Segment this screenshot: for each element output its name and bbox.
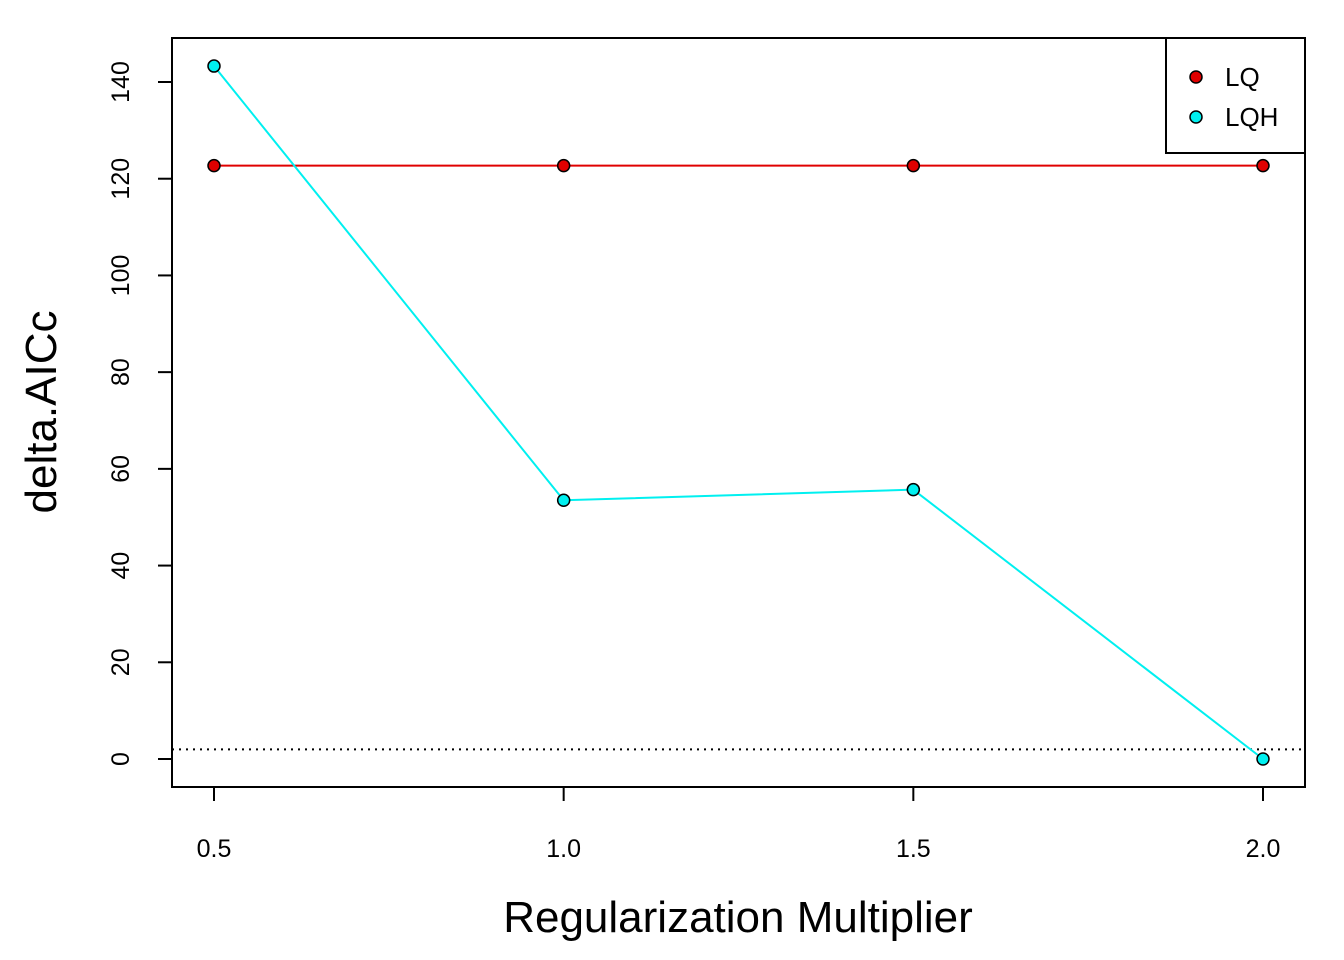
series-layer — [207, 59, 1270, 766]
data-point-lqh — [906, 482, 921, 497]
data-point-lq — [556, 158, 571, 173]
data-point-lq — [207, 158, 221, 173]
y-tick-label: 80 — [107, 358, 135, 386]
x-tick-label: 1.5 — [896, 835, 931, 863]
y-tick-label: 60 — [107, 455, 135, 483]
legend-marker-lq — [1189, 70, 1203, 84]
legend-label-lq: LQ — [1225, 62, 1260, 92]
x-tick-label: 0.5 — [197, 835, 232, 863]
x-tick-label: 1.0 — [546, 835, 581, 863]
y-tick-label: 20 — [107, 648, 135, 676]
y-tick-label: 140 — [107, 61, 135, 103]
y-axis-title: delta.AICc — [17, 311, 66, 514]
legend-marker-lqh — [1189, 110, 1203, 124]
legend: LQ LQH — [1165, 37, 1306, 154]
y-tick-label: 100 — [107, 255, 135, 297]
series-line-lqh — [213, 65, 1264, 760]
plot-frame — [171, 37, 1306, 788]
legend-label-lqh: LQH — [1225, 102, 1278, 132]
y-tick-label: 0 — [107, 752, 135, 766]
x-axis-title: Regularization Multiplier — [503, 893, 973, 942]
x-tick-label: 2.0 — [1246, 835, 1281, 863]
data-point-lqh — [556, 493, 571, 508]
data-point-lq — [906, 158, 921, 173]
y-tick-label: 120 — [107, 158, 135, 200]
legend-box — [1165, 37, 1306, 154]
y-axis: 0 20 40 60 80 100 120 140 — [107, 61, 173, 766]
y-tick-label: 40 — [107, 552, 135, 580]
data-point-lq — [1256, 158, 1270, 173]
data-point-lqh — [1256, 752, 1270, 766]
data-point-lqh — [207, 59, 221, 73]
x-axis: 0.5 1.0 1.5 2.0 — [197, 786, 1281, 863]
